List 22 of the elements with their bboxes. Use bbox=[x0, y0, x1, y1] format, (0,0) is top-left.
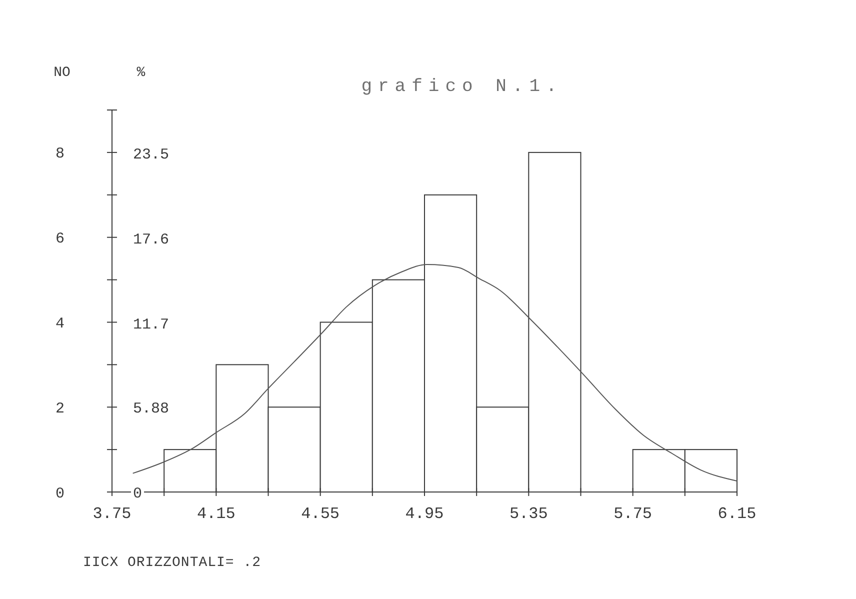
y2-axis-title: % bbox=[136, 65, 146, 81]
y-tick-label: 6 bbox=[55, 230, 65, 248]
x-tick-label: 4.95 bbox=[405, 505, 444, 523]
y-tick-label: 2 bbox=[55, 400, 65, 418]
x-tick-label: 4.55 bbox=[301, 505, 340, 523]
y-tick-label: 0 bbox=[55, 485, 65, 502]
y-axis-title: NO bbox=[54, 65, 70, 81]
x-tick-label: 3.75 bbox=[92, 505, 132, 523]
x-tick-label: 5.35 bbox=[509, 505, 548, 523]
y2-tick-label: 23.5 bbox=[133, 146, 170, 164]
y2-tick-label: 17.6 bbox=[133, 232, 170, 249]
y-tick-label: 8 bbox=[55, 146, 65, 163]
y2-tick-label: 5.88 bbox=[133, 400, 170, 418]
y2-tick-label: 0 bbox=[133, 485, 142, 502]
x-tick-label: 4.15 bbox=[196, 505, 236, 523]
chart-title: grafico N.1. bbox=[361, 77, 563, 97]
line-series bbox=[132, 264, 738, 482]
text: IICX ORIZZONTALI= .2 bbox=[83, 555, 262, 571]
y-tick-label: 4 bbox=[55, 315, 65, 332]
x-tick-label: 5.75 bbox=[614, 505, 652, 523]
y2-tick-label: 11.7 bbox=[133, 316, 170, 334]
x-tick-label: 6.15 bbox=[718, 505, 756, 523]
